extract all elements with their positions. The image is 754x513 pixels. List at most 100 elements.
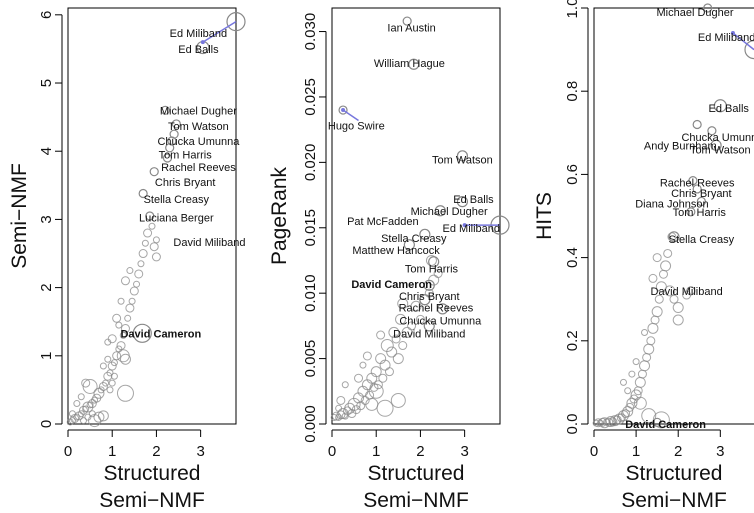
data-point bbox=[648, 273, 658, 283]
x-axis-title-line1: Structured bbox=[104, 462, 201, 485]
data-point bbox=[116, 341, 126, 351]
connector-line bbox=[202, 21, 237, 43]
data-point bbox=[365, 397, 379, 411]
highlight-point bbox=[652, 417, 662, 427]
y-tick-label: 0.015 bbox=[302, 209, 319, 247]
connector-dot bbox=[341, 108, 346, 113]
point-label: Stella Creasy bbox=[381, 233, 447, 245]
highlight-point bbox=[434, 205, 446, 217]
x-tick-label: 0 bbox=[64, 443, 72, 460]
data-point bbox=[138, 249, 148, 259]
point-label: Rachel Reeves bbox=[161, 162, 236, 174]
point-label: Chris Bryant bbox=[399, 291, 460, 303]
point-label: David Miliband bbox=[173, 237, 245, 249]
point-label: Ed Balls bbox=[453, 194, 494, 206]
highlight-point bbox=[707, 126, 717, 136]
y-tick-label: 0.000 bbox=[302, 405, 319, 443]
data-point bbox=[672, 302, 684, 314]
highlight-point bbox=[408, 58, 420, 70]
point-label: David Cameron bbox=[625, 419, 706, 431]
data-point bbox=[110, 372, 118, 380]
highlight-point bbox=[703, 3, 713, 13]
data-point bbox=[643, 343, 655, 355]
highlight-point bbox=[402, 16, 412, 26]
data-point bbox=[650, 315, 660, 325]
data-point bbox=[378, 373, 388, 383]
data-point bbox=[120, 324, 130, 334]
highlight-point bbox=[456, 196, 469, 208]
data-point bbox=[619, 378, 627, 386]
highlight-point bbox=[692, 119, 702, 130]
highlight-point bbox=[403, 239, 415, 251]
highlight-point bbox=[171, 119, 181, 129]
y-tick-label: 0.030 bbox=[302, 13, 319, 51]
data-point bbox=[362, 351, 372, 361]
data-point bbox=[77, 393, 85, 401]
data-point bbox=[106, 386, 114, 394]
point-label: Tom Harris bbox=[159, 150, 213, 162]
panel-pagerank: 0 1 2 3 0.000 0.005 0.010 0.015 0.020 0.025 0.030 S… bbox=[268, 7, 510, 512]
highlight-point bbox=[162, 153, 173, 163]
data-point bbox=[152, 236, 160, 244]
data-point bbox=[73, 400, 81, 408]
data-point bbox=[116, 349, 130, 363]
data-point bbox=[654, 294, 664, 304]
data-point bbox=[660, 260, 672, 272]
point-label: Ian Austin bbox=[387, 23, 435, 35]
data-point bbox=[82, 405, 90, 413]
point-label: William Hague bbox=[374, 58, 445, 70]
highlight-point bbox=[713, 99, 727, 113]
y-tick-label: 0.0 bbox=[564, 414, 581, 435]
data-point bbox=[68, 417, 76, 425]
data-point bbox=[391, 334, 401, 344]
point-label: Tom Watson bbox=[432, 155, 493, 167]
point-label: Michael Dugher bbox=[411, 206, 488, 218]
data-point bbox=[651, 306, 663, 318]
point-label: Chucka Umunna bbox=[157, 136, 240, 148]
point-label: David Miliband bbox=[651, 286, 723, 298]
y-tick-label: 5 bbox=[38, 79, 55, 87]
data-point bbox=[134, 269, 144, 279]
data-point bbox=[148, 222, 156, 230]
highlight-point bbox=[226, 12, 246, 32]
data-point bbox=[380, 339, 394, 353]
data-point bbox=[137, 260, 145, 268]
data-point bbox=[341, 381, 349, 389]
data-point bbox=[359, 361, 367, 369]
y-tick-label: 3 bbox=[38, 215, 55, 223]
data-point bbox=[617, 410, 629, 422]
x-tick-label: 0 bbox=[590, 443, 598, 460]
data-point bbox=[624, 387, 632, 395]
data-point bbox=[87, 399, 97, 409]
highlight-point bbox=[456, 150, 469, 162]
connector-line bbox=[732, 32, 754, 51]
data-point bbox=[108, 379, 116, 387]
connector-dot bbox=[462, 223, 467, 228]
y-tick-label: 0.020 bbox=[302, 144, 319, 182]
data-point bbox=[433, 269, 443, 279]
y-tick-label: 2 bbox=[38, 283, 55, 291]
highlight-point bbox=[167, 136, 177, 146]
data-point bbox=[384, 367, 394, 377]
y-axis-title: HITS bbox=[533, 192, 556, 240]
highlight-point bbox=[686, 286, 696, 296]
y-tick-label: 0.6 bbox=[564, 164, 581, 185]
data-point bbox=[608, 417, 618, 427]
x-tick-label: 3 bbox=[716, 443, 724, 460]
data-point bbox=[605, 416, 617, 428]
y-axis-title: Semi−NMF bbox=[8, 163, 31, 269]
data-point bbox=[641, 408, 657, 424]
data-point bbox=[410, 300, 422, 312]
data-point bbox=[107, 334, 117, 344]
x-axis-title-line2: Semi−NMF bbox=[99, 489, 205, 512]
data-point bbox=[97, 410, 109, 422]
data-point bbox=[97, 386, 105, 394]
data-point bbox=[82, 378, 98, 394]
data-point bbox=[415, 314, 425, 324]
data-point bbox=[641, 328, 649, 336]
highlight-point bbox=[149, 167, 159, 177]
x-tick-label: 2 bbox=[674, 443, 682, 460]
data-point bbox=[407, 321, 417, 331]
data-point bbox=[133, 280, 141, 288]
